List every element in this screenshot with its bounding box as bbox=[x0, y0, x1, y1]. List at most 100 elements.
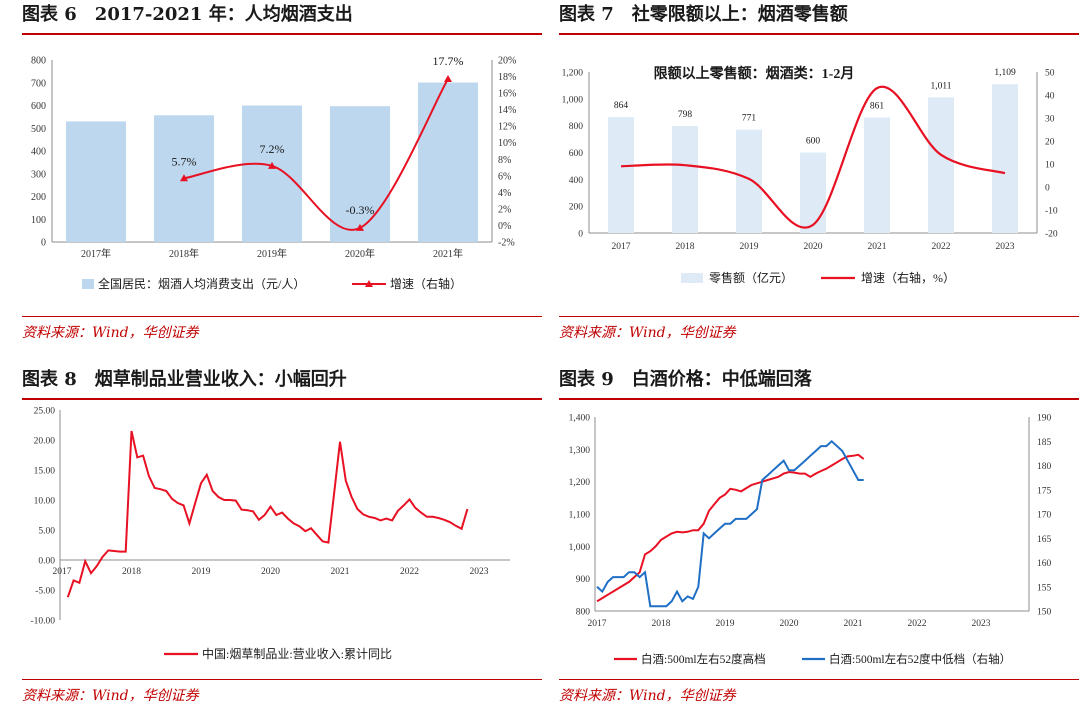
series-line-mid-low-end bbox=[596, 439, 864, 608]
x-tick-label: 2023 bbox=[972, 619, 991, 629]
x-tick-label: 2018 bbox=[652, 619, 671, 629]
y-tick-label-left: 800 bbox=[576, 608, 591, 618]
y-tick-label-right: 170 bbox=[1037, 511, 1052, 521]
y-tick-label-right: 180 bbox=[1037, 462, 1052, 472]
x-tick-label: 2019年 bbox=[257, 247, 287, 260]
y-tick-label-left: 100 bbox=[31, 215, 46, 226]
x-tick-label: 2019 bbox=[740, 242, 759, 252]
y-tick-label-left: 1,200 bbox=[562, 69, 584, 79]
series-line-high-end bbox=[596, 453, 865, 603]
legend-swatch-bar bbox=[82, 279, 94, 289]
x-tick-label: 2023 bbox=[470, 567, 489, 577]
x-tick-label: 2020 bbox=[780, 619, 799, 629]
x-tick-label: 2020 bbox=[261, 567, 280, 577]
title-rule bbox=[22, 398, 542, 400]
y-tick-label-right: 50 bbox=[1045, 69, 1055, 79]
chart-title: 图表 7 社零限额以上：烟酒零售额 bbox=[559, 4, 848, 25]
x-tick-label: 2021年 bbox=[433, 247, 463, 260]
y-tick-label: -10.00 bbox=[30, 617, 55, 627]
chart-panel-9: 图表 9 白酒价格：中低端回落 800 900 1,000 1,100 1,200 1,3… bbox=[559, 365, 1079, 718]
y-tick-label-left: 200 bbox=[31, 192, 46, 203]
data-label: 5.7% bbox=[172, 154, 197, 168]
y-tick-label-right: -20 bbox=[1045, 230, 1058, 240]
y-tick-label-right: 185 bbox=[1037, 438, 1052, 448]
data-label: -0.3% bbox=[346, 203, 375, 217]
bar bbox=[608, 117, 634, 233]
y-tick-label-right: 10 bbox=[1045, 161, 1055, 171]
series-line-growth bbox=[183, 78, 449, 231]
data-label: 600 bbox=[806, 137, 821, 147]
y-tick-label-left: 700 bbox=[31, 78, 46, 89]
chart-source: 资料来源：Wind，华创证券 bbox=[22, 325, 199, 341]
data-point-marker bbox=[356, 223, 364, 231]
chart-7: 0 200 400 600 800 1,000 1,200 -20 -10 0 10 20 30 40 50… bbox=[562, 65, 1058, 285]
legend-label: 白酒:500ml左右52度中低档（右轴） bbox=[829, 652, 1011, 666]
y-tick-label-left: 800 bbox=[31, 56, 46, 67]
y-tick-label-right: 40 bbox=[1045, 92, 1055, 102]
bar bbox=[66, 121, 126, 242]
x-tick-label: 2018年 bbox=[169, 247, 199, 260]
series-line-growth bbox=[620, 85, 1006, 229]
y-tick-label-left: 1,000 bbox=[562, 95, 584, 105]
y-tick-label-right: 2% bbox=[498, 204, 511, 215]
x-tick-label: 2020 bbox=[804, 242, 823, 252]
y-tick-label-right: -10 bbox=[1045, 207, 1058, 217]
chart-panel-8: 图表 8 烟草制品业营业收入：小幅回升 -10.00 -5.00 0.00 5.00 1… bbox=[22, 365, 542, 718]
x-tick-label: 2017 bbox=[588, 619, 607, 629]
legend-label: 增速（右轴，%） bbox=[861, 270, 955, 285]
x-tick-label: 2017 bbox=[612, 242, 631, 252]
x-tick-label: 2018 bbox=[122, 567, 141, 577]
data-label: 861 bbox=[870, 101, 885, 111]
bar bbox=[928, 97, 954, 233]
y-tick-label-left: 500 bbox=[31, 124, 46, 135]
y-tick-label: 15.00 bbox=[34, 467, 56, 477]
x-tick-label: 2018 bbox=[676, 242, 695, 252]
title-rule bbox=[559, 33, 1079, 35]
chart-9: 800 900 1,000 1,100 1,200 1,300 1,400 150 155 160… bbox=[569, 414, 1052, 667]
x-tick-label: 2021 bbox=[331, 567, 350, 577]
y-tick-label-left: 1,000 bbox=[569, 543, 591, 553]
y-tick-label-right: -2% bbox=[498, 238, 515, 249]
legend-label: 增速（右轴） bbox=[390, 276, 462, 291]
y-tick-label: 0.00 bbox=[38, 557, 55, 567]
x-tick-label: 2020年 bbox=[345, 247, 375, 260]
y-tick-label: 20.00 bbox=[34, 437, 56, 447]
data-label: 1,011 bbox=[930, 81, 951, 91]
source-rule bbox=[22, 679, 542, 680]
x-tick-label: 2021 bbox=[868, 242, 887, 252]
y-tick-label-left: 600 bbox=[569, 149, 584, 159]
y-tick-label-left: 300 bbox=[31, 169, 46, 180]
chart-title: 图表 8 烟草制品业营业收入：小幅回升 bbox=[22, 369, 347, 390]
legend-label: 零售额（亿元） bbox=[709, 270, 793, 285]
title-rule bbox=[559, 398, 1079, 400]
data-label: 864 bbox=[614, 101, 629, 111]
source-rule bbox=[22, 316, 542, 317]
chart-panel-6: 图表 6 2017-2021 年：人均烟酒支出 0 100 200 300 400 500… bbox=[22, 0, 542, 360]
series-line-revenue-yoy bbox=[66, 430, 469, 598]
y-tick-label-right: 8% bbox=[498, 155, 511, 166]
y-tick-label-right: 30 bbox=[1045, 115, 1055, 125]
bar bbox=[242, 105, 302, 242]
y-tick-label-left: 1,200 bbox=[569, 478, 591, 488]
chart-title: 图表 9 白酒价格：中低端回落 bbox=[559, 369, 812, 390]
y-tick-label-right: 16% bbox=[498, 89, 516, 100]
y-tick-label-right: 18% bbox=[498, 72, 516, 83]
chart-title: 图表 6 2017-2021 年：人均烟酒支出 bbox=[22, 4, 353, 25]
chart-8: -10.00 -5.00 0.00 5.00 10.00 15.00 20.00 25.00 2… bbox=[30, 407, 510, 661]
y-tick-label-left: 1,300 bbox=[569, 446, 591, 456]
y-tick-label-left: 0 bbox=[41, 238, 46, 249]
y-tick-label: 10.00 bbox=[34, 497, 56, 507]
y-tick-label-left: 1,100 bbox=[569, 511, 591, 521]
y-tick-label-right: 190 bbox=[1037, 414, 1052, 424]
bar bbox=[418, 82, 478, 243]
y-tick-label-right: 20 bbox=[1045, 138, 1055, 148]
legend-swatch-bar bbox=[681, 273, 703, 283]
data-label: 771 bbox=[742, 114, 757, 124]
y-tick-label-left: 0 bbox=[578, 230, 583, 240]
bar bbox=[672, 125, 698, 233]
source-rule bbox=[559, 316, 1079, 317]
x-tick-label: 2017 bbox=[53, 567, 72, 577]
y-tick-label-right: 10% bbox=[498, 138, 516, 149]
x-tick-label: 2019 bbox=[716, 619, 735, 629]
x-tick-label: 2021 bbox=[844, 619, 863, 629]
